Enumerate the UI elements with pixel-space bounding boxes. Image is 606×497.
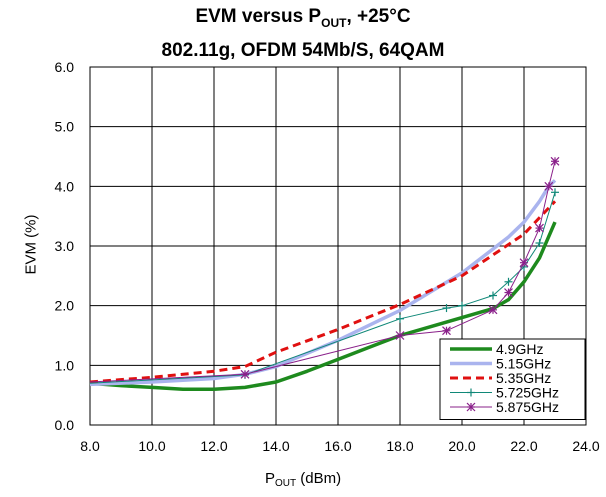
data-point-5.875GHz (504, 288, 513, 297)
legend-marker-5.725GHz (467, 388, 475, 397)
x-tick-label: 8.0 (80, 438, 100, 454)
series-line-5.725GHz (89, 192, 556, 384)
y-tick-label: 3.0 (55, 238, 75, 254)
legend-label: 5.875GHz (496, 399, 559, 415)
x-tick-label: 16.0 (324, 438, 351, 454)
legend-label: 5.725GHz (496, 385, 559, 401)
legend-label: 5.35GHz (496, 370, 551, 386)
axis-ticks: 8.0 10.0 12.0 14.0 16.0 18.0 20.0 22.0 24.0 0.0 1.… (55, 59, 600, 454)
x-axis-label: POUT (dBm) (264, 470, 342, 489)
y-tick-label: 2.0 (55, 298, 75, 314)
y-tick-label: 6.0 (55, 59, 75, 75)
chart-title-line1: EVM versus POUT, +25°C (195, 6, 411, 30)
data-point-5.875GHz (535, 223, 544, 233)
series-line-4.9GHz (89, 221, 557, 391)
data-point-5.725GHz (489, 291, 497, 300)
data-point-5.725GHz (504, 277, 513, 286)
series-layer (89, 156, 560, 391)
data-point-5.875GHz (395, 331, 405, 340)
data-point-5.875GHz (488, 305, 498, 315)
data-point-5.725GHz (396, 314, 404, 323)
data-point-5.875GHz (544, 181, 554, 191)
data-point-5.875GHz (550, 156, 560, 166)
x-tick-label: 10.0 (138, 438, 165, 454)
x-tick-label: 12.0 (200, 438, 227, 454)
y-tick-label: 1.0 (55, 357, 75, 373)
data-point-5.725GHz (442, 304, 451, 313)
data-point-5.725GHz (458, 301, 466, 310)
data-point-5.875GHz (240, 369, 250, 379)
data-point-5.725GHz (535, 239, 544, 248)
x-tick-label: 22.0 (510, 438, 537, 454)
series-line-5.875GHz (89, 161, 556, 383)
y-tick-label: 5.0 (55, 119, 75, 135)
chart-title-line2: 802.11g, OFDM 54Mb/S, 64QAM (161, 40, 445, 61)
data-point-5.875GHz (519, 258, 529, 268)
x-tick-label: 14.0 (262, 438, 289, 454)
y-axis-label: EVM (%) (22, 214, 40, 275)
legend-marker-5.875GHz (466, 402, 476, 412)
data-point-5.875GHz (442, 326, 451, 336)
x-tick-label: 20.0 (448, 438, 475, 454)
y-tick-label: 4.0 (55, 178, 75, 194)
data-point-5.725GHz (551, 188, 559, 197)
legend-label: 5.15GHz (496, 356, 551, 372)
x-tick-label: 18.0 (386, 438, 413, 454)
x-tick-label: 24.0 (572, 438, 599, 454)
y-tick-label: 0.0 (55, 417, 75, 433)
legend-label: 4.9GHz (496, 341, 543, 357)
